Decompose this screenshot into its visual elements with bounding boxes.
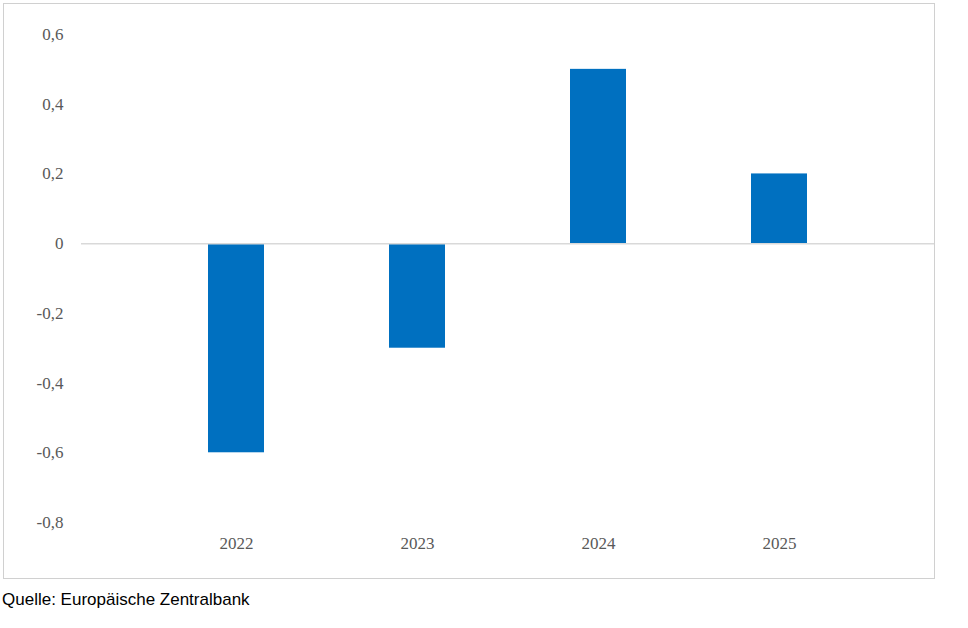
svg-text:-0,6: -0,6 bbox=[37, 443, 64, 462]
html-text:Quelle: Europäische Zentralban: Quelle: Europäische Zentralbank bbox=[2, 590, 250, 609]
svg-text:-0,8: -0,8 bbox=[37, 513, 64, 532]
svg-text:2024: 2024 bbox=[582, 534, 617, 553]
svg-text:2023: 2023 bbox=[401, 534, 435, 553]
svg-text:2025: 2025 bbox=[763, 534, 797, 553]
svg-text:0,4: 0,4 bbox=[42, 95, 64, 114]
svg-text:-0,4: -0,4 bbox=[37, 374, 64, 393]
svg-text:2022: 2022 bbox=[220, 534, 254, 553]
svg-text:0,2: 0,2 bbox=[42, 164, 63, 183]
svg-text:-0,2: -0,2 bbox=[37, 304, 64, 323]
svg-text:0: 0 bbox=[55, 234, 64, 253]
svg-text:0,6: 0,6 bbox=[42, 25, 63, 44]
